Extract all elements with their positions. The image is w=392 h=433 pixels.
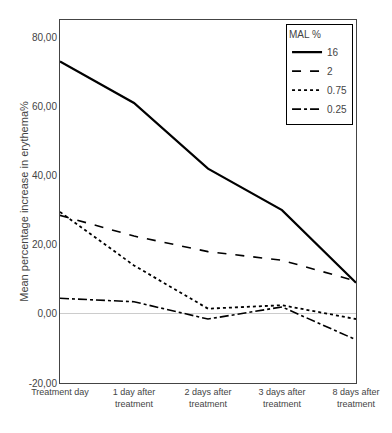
svg-text:0.25: 0.25 xyxy=(327,104,347,115)
svg-text:2: 2 xyxy=(327,66,333,77)
svg-text:Treatment day: Treatment day xyxy=(31,387,89,397)
svg-text:-20,00: -20,00 xyxy=(29,378,58,389)
svg-text:60,00: 60,00 xyxy=(32,101,57,112)
svg-text:40,00: 40,00 xyxy=(32,170,57,181)
svg-text:80,00: 80,00 xyxy=(32,32,57,43)
svg-text:0.75: 0.75 xyxy=(327,85,347,96)
svg-text:Mean percentage increase in er: Mean percentage increase in erythema% xyxy=(18,101,30,302)
svg-text:2 days aftertreatment: 2 days aftertreatment xyxy=(184,387,231,409)
svg-text:16: 16 xyxy=(327,47,339,58)
svg-text:8 days aftertreatment: 8 days aftertreatment xyxy=(332,387,379,409)
svg-text:20,00: 20,00 xyxy=(32,239,57,250)
svg-text:0,00: 0,00 xyxy=(38,308,58,319)
svg-text:3 days aftertreatment: 3 days aftertreatment xyxy=(258,387,305,409)
svg-text:1 day aftertreatment: 1 day aftertreatment xyxy=(113,387,156,409)
svg-text:MAL %: MAL % xyxy=(289,29,321,40)
